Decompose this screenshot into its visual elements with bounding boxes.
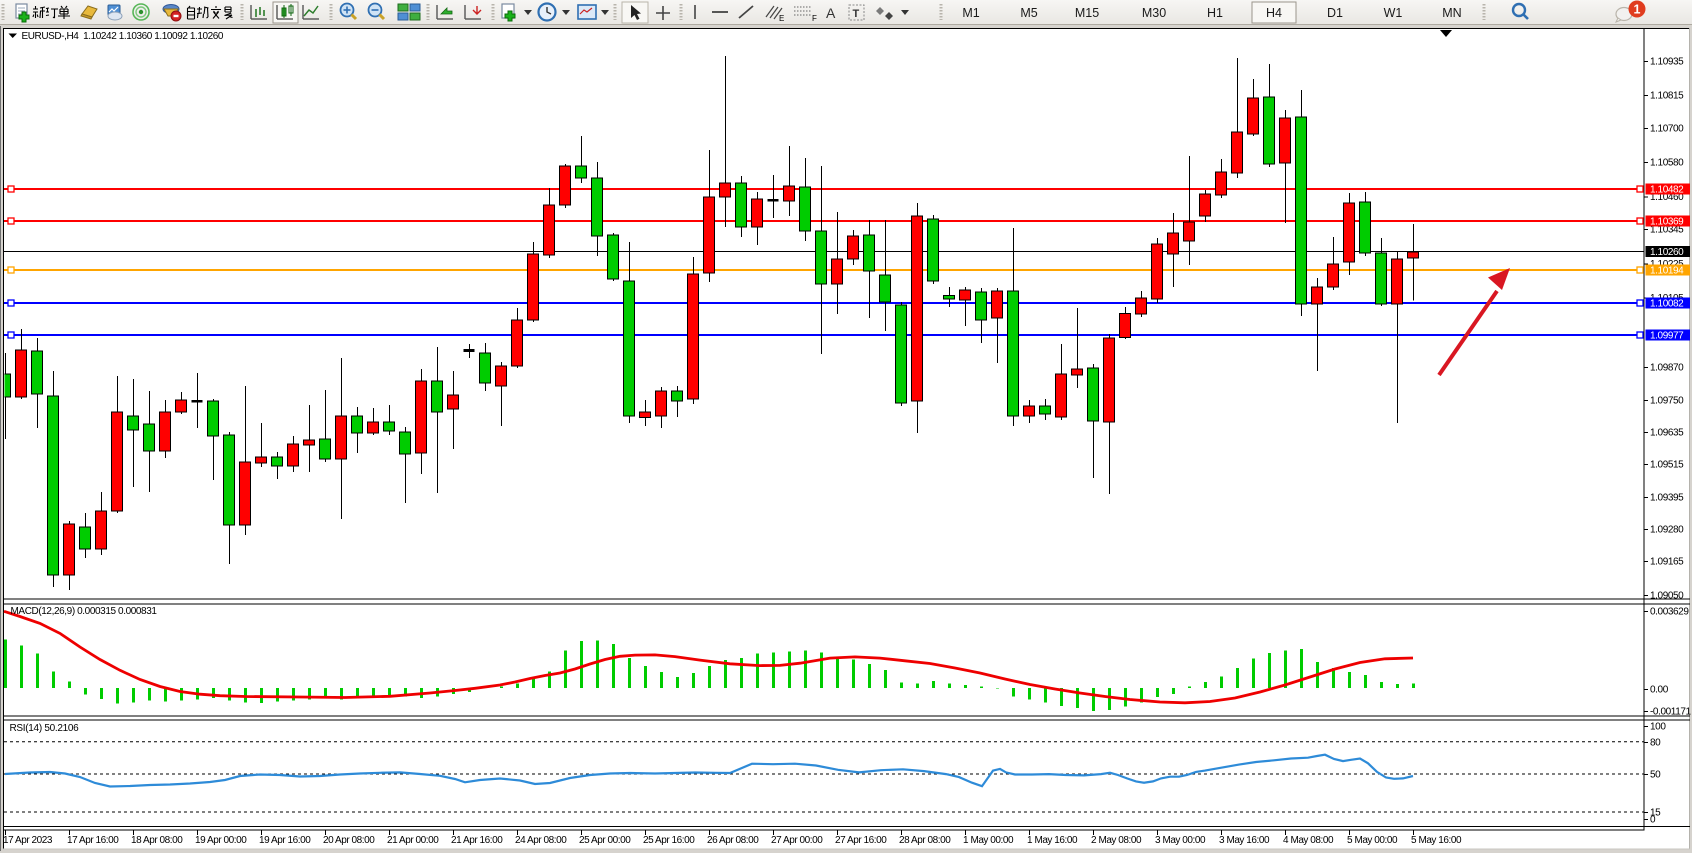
svg-text:80: 80 [1650,738,1661,749]
svg-text:4 May 08:00: 4 May 08:00 [1283,835,1334,846]
svg-text:17 Apr 16:00: 17 Apr 16:00 [67,835,119,846]
svg-text:E: E [779,14,784,23]
svg-text:1.09750: 1.09750 [1650,396,1684,407]
svg-text:M30: M30 [1142,6,1166,20]
svg-text:1.09635: 1.09635 [1650,428,1684,439]
svg-text:25 Apr 16:00: 25 Apr 16:00 [643,835,695,846]
svg-text:20 Apr 08:00: 20 Apr 08:00 [323,835,375,846]
svg-text:0: 0 [1650,815,1656,826]
svg-text:3 May 16:00: 3 May 16:00 [1219,835,1270,846]
svg-text:EURUSD-,H4 1.10242 1.10360 1.: EURUSD-,H4 1.10242 1.10360 1.10092 1.102… [22,31,224,42]
svg-text:17 Apr 2023: 17 Apr 2023 [3,835,53,846]
svg-text:1.09977: 1.09977 [1650,331,1684,342]
svg-text:1.10580: 1.10580 [1650,158,1684,169]
svg-text:50: 50 [1650,770,1661,781]
svg-text:27 Apr 16:00: 27 Apr 16:00 [835,835,887,846]
svg-text:1.10260: 1.10260 [1650,247,1684,258]
svg-text:1.09050: 1.09050 [1650,591,1684,602]
svg-text:100: 100 [1650,722,1666,733]
svg-text:0.00: 0.00 [1650,685,1669,696]
svg-text:21 Apr 16:00: 21 Apr 16:00 [451,835,503,846]
svg-text:5 May 00:00: 5 May 00:00 [1347,835,1398,846]
svg-text:3 May 00:00: 3 May 00:00 [1155,835,1206,846]
svg-text:26 Apr 08:00: 26 Apr 08:00 [707,835,759,846]
svg-text:F: F [812,14,817,23]
svg-text:1.10935: 1.10935 [1650,57,1684,68]
svg-text:1.09280: 1.09280 [1650,525,1684,536]
svg-text:W1: W1 [1384,6,1403,20]
svg-text:1 May 16:00: 1 May 16:00 [1027,835,1078,846]
svg-text:-0.001171: -0.001171 [1650,707,1692,718]
svg-text:1.10460: 1.10460 [1650,192,1684,203]
svg-text:H4: H4 [1266,6,1282,20]
svg-text:1.10482: 1.10482 [1650,185,1684,196]
svg-text:18 Apr 08:00: 18 Apr 08:00 [131,835,183,846]
svg-text:1.09870: 1.09870 [1650,363,1684,374]
svg-text:28 Apr 08:00: 28 Apr 08:00 [899,835,951,846]
svg-text:1.09395: 1.09395 [1650,493,1684,504]
svg-text:D1: D1 [1327,6,1343,20]
svg-text:MACD(12,26,9) 0.000315 0.00083: MACD(12,26,9) 0.000315 0.000831 [11,606,158,617]
svg-text:24 Apr 08:00: 24 Apr 08:00 [515,835,567,846]
svg-text:M5: M5 [1020,6,1037,20]
svg-text:T: T [853,8,860,20]
svg-text:1.09165: 1.09165 [1650,557,1684,568]
svg-text:25 Apr 00:00: 25 Apr 00:00 [579,835,631,846]
svg-text:M15: M15 [1075,6,1099,20]
svg-text:19 Apr 00:00: 19 Apr 00:00 [195,835,247,846]
svg-text:1.10700: 1.10700 [1650,124,1684,135]
svg-text:1.10815: 1.10815 [1650,91,1684,102]
svg-text:21 Apr 00:00: 21 Apr 00:00 [387,835,439,846]
svg-text:RSI(14) 50.2106: RSI(14) 50.2106 [10,723,80,734]
svg-text:1: 1 [1634,3,1641,17]
svg-text:0.003629: 0.003629 [1650,607,1689,618]
svg-text:27 Apr 00:00: 27 Apr 00:00 [771,835,823,846]
svg-text:5 May 16:00: 5 May 16:00 [1411,835,1462,846]
svg-text:1.09515: 1.09515 [1650,460,1684,471]
svg-text:1.10194: 1.10194 [1650,266,1684,277]
svg-text:1.10345: 1.10345 [1650,225,1684,236]
svg-text:2 May 08:00: 2 May 08:00 [1091,835,1142,846]
svg-text:15: 15 [1650,808,1661,819]
svg-text:H1: H1 [1207,6,1223,20]
svg-text:MN: MN [1442,6,1461,20]
svg-text:1.10082: 1.10082 [1650,299,1684,310]
svg-text:1.10369: 1.10369 [1650,217,1684,228]
svg-text:19 Apr 16:00: 19 Apr 16:00 [259,835,311,846]
svg-text:A: A [826,5,836,21]
svg-text:M1: M1 [962,6,979,20]
svg-text:1 May 00:00: 1 May 00:00 [963,835,1014,846]
